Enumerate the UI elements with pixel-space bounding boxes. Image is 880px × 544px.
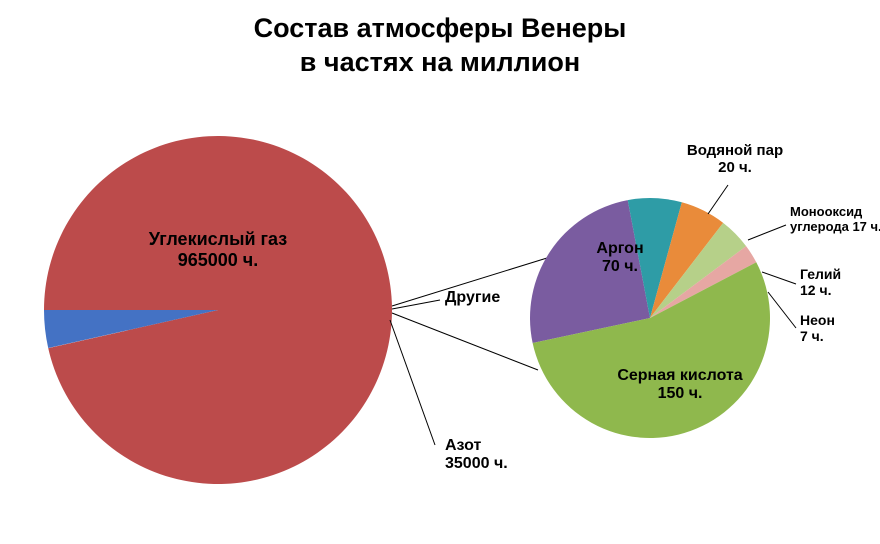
leader-line: [762, 272, 796, 284]
leader-line: [392, 313, 538, 370]
main-label-other: Другие: [445, 289, 500, 306]
leader-line: [708, 185, 728, 214]
leader-line: [390, 320, 435, 445]
main-label-n2: Азот35000 ч.: [445, 437, 508, 472]
main-pie: [44, 136, 392, 484]
detail-pie: [530, 198, 770, 438]
detail-label-co: Монооксидуглерода 17 ч.: [790, 204, 880, 234]
detail-label-ne: Неон7 ч.: [800, 312, 835, 344]
leader-line: [768, 292, 796, 328]
leader-line: [392, 300, 440, 309]
leader-line: [748, 225, 786, 240]
pie-chart-canvas: Углекислый газ965000 ч.ДругиеАзот35000 ч…: [0, 0, 880, 544]
detail-label-argon: Аргон70 ч.: [596, 240, 643, 275]
detail-label-he: Гелий12 ч.: [800, 266, 841, 298]
detail-label-water: Водяной пар20 ч.: [687, 142, 783, 176]
